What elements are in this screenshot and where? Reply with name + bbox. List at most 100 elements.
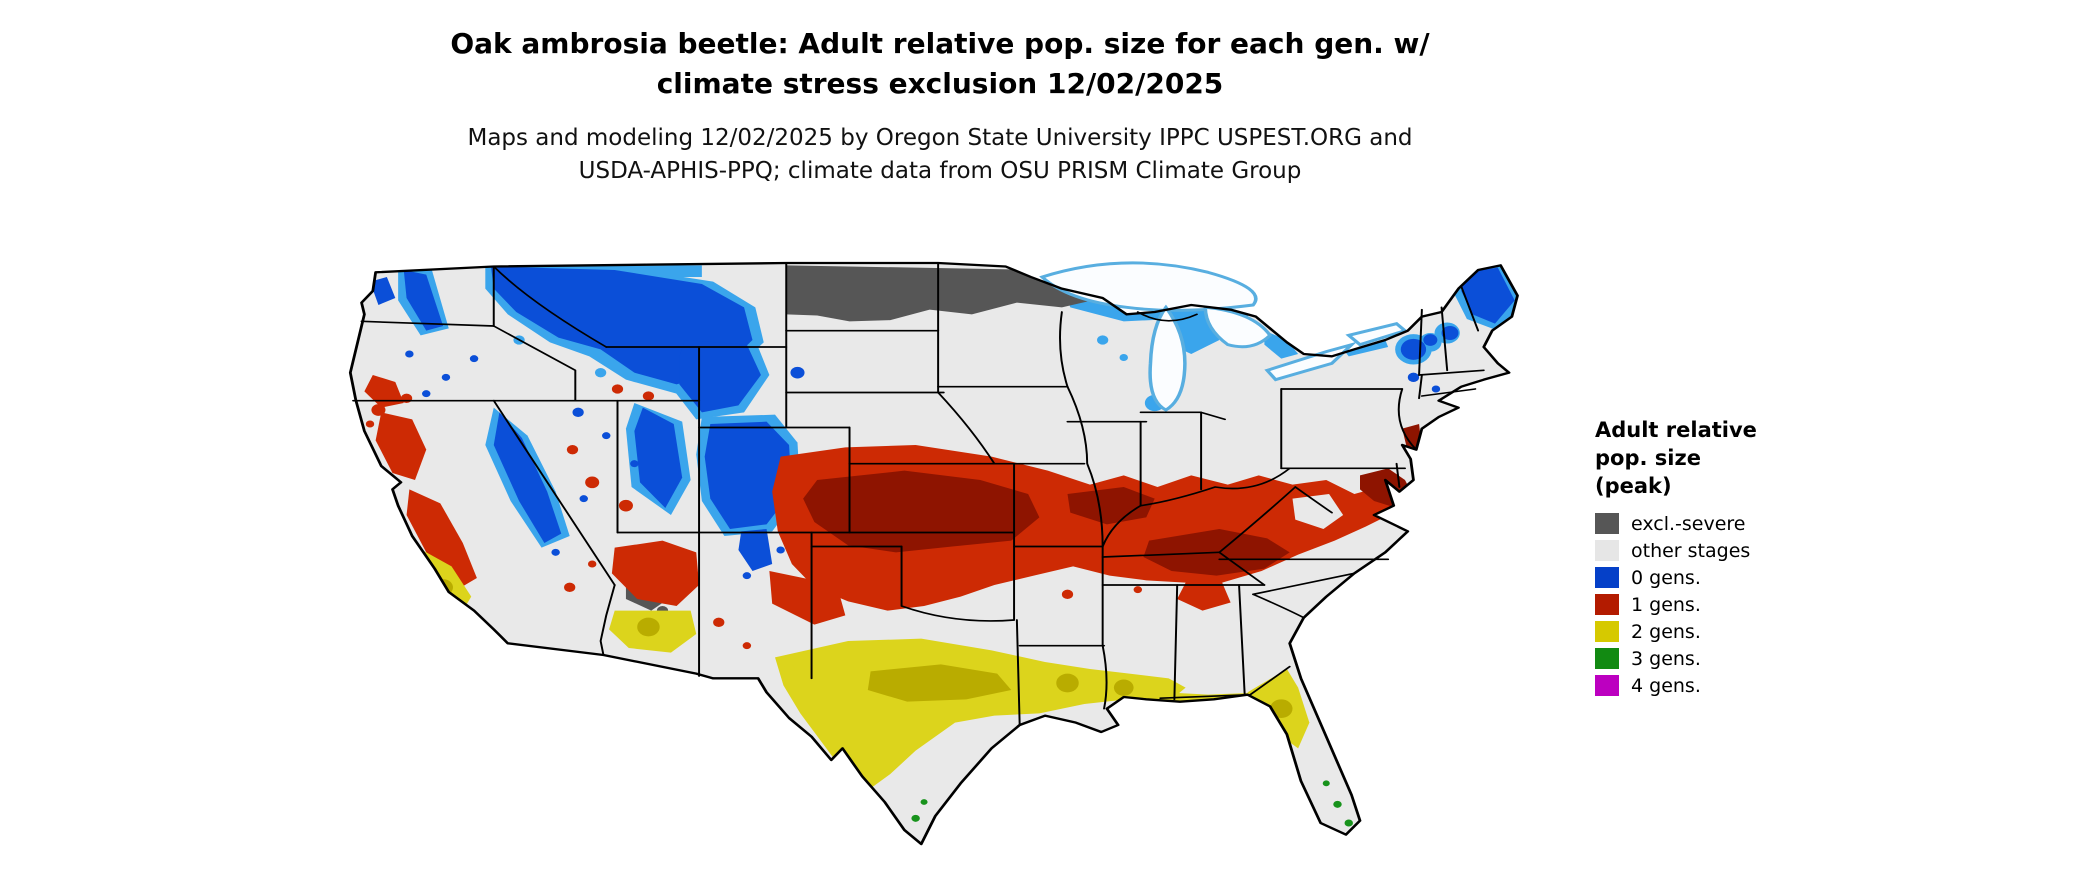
speck-green-florida [1322, 780, 1330, 787]
legend-label: 3 gens. [1631, 647, 1701, 670]
legend-swatch [1595, 540, 1619, 561]
border-ma-ct-ri [1420, 388, 1477, 397]
speck-blue [572, 407, 584, 417]
border-fl-north [1159, 665, 1291, 699]
legend-title-line-3: (peak) [1595, 474, 1672, 498]
region-excl-north-dakota-band [786, 265, 1103, 322]
subtitle-line-1: Maps and modeling 12/02/2025 by Oregon S… [467, 125, 1413, 151]
legend-title-line-2: pop. size [1595, 446, 1701, 470]
speck-red [611, 384, 624, 394]
legend-swatch [1595, 594, 1619, 615]
region-blue-adirondacks [1400, 338, 1427, 360]
speck-blue [441, 373, 451, 381]
legend-item: 2 gens. [1595, 618, 1895, 645]
region-red-norcal [364, 375, 404, 408]
legend-swatch [1595, 621, 1619, 642]
border-wv-va [1294, 486, 1333, 514]
border-tx-ok-red-river [900, 545, 1016, 622]
speck-yellow [1243, 716, 1252, 724]
speck-yellow [783, 664, 795, 674]
region-gap-west-virginia [1292, 494, 1344, 529]
speck-lightblue [699, 477, 711, 487]
speck-red [372, 482, 385, 492]
speck-red [587, 560, 597, 568]
speck-red [475, 623, 484, 631]
border-ma-north [1418, 369, 1485, 376]
border-nh-me [1460, 285, 1480, 332]
legend-label: 2 gens. [1631, 620, 1701, 643]
speck-olive [1113, 679, 1134, 696]
legend: Adult relative pop. size (peak) excl.-se… [1595, 416, 1895, 699]
border-al-ga [1238, 584, 1246, 696]
legend-title: Adult relative pop. size (peak) [1595, 416, 1895, 500]
border-ohio-river [1101, 467, 1291, 548]
border-ms-al [1173, 584, 1179, 701]
speck-green-florida [1344, 819, 1353, 827]
legend-label: 4 gens. [1631, 674, 1701, 697]
border-ct-ny [1418, 374, 1423, 400]
border-vt-nh [1440, 306, 1449, 372]
border-id-mt [492, 265, 608, 348]
legend-item: 4 gens. [1595, 672, 1895, 699]
speck-yellow [1185, 711, 1197, 721]
speck-red [371, 404, 386, 416]
speck-blue [1431, 385, 1441, 393]
border-ky-wv [1218, 486, 1297, 554]
speck-blue [630, 460, 639, 468]
region-blue-cascades [403, 270, 444, 331]
speck-green-florida [1333, 800, 1342, 808]
title-line-2: climate stress exclusion 12/02/2025 [656, 67, 1224, 100]
speck-red [618, 499, 633, 512]
region-olive-texas-core [867, 664, 1012, 702]
regions-deep-blue [370, 266, 1515, 580]
border-wa-or [360, 320, 495, 327]
speck-red [1061, 589, 1074, 599]
speck-green-florida [1260, 712, 1268, 719]
speck-blue [422, 390, 431, 398]
regions-gray-gaps [1292, 494, 1344, 529]
legend-item: 0 gens. [1595, 564, 1895, 591]
speck-magenta-florida [1351, 841, 1358, 844]
speck-lightblue [1119, 354, 1128, 361]
speck-red [1133, 586, 1143, 594]
legend-label: 1 gens. [1631, 593, 1701, 616]
region-lightblue-erie-shore [1343, 340, 1389, 357]
legend-swatch [1595, 675, 1619, 696]
speck-red [445, 606, 458, 616]
speck-green-south-texas [920, 799, 928, 805]
region-blue-white-mountains [1441, 326, 1459, 340]
region-blue-sangre-de-cristo [738, 529, 773, 571]
title-line-1: Oak ambrosia beetle: Adult relative pop.… [450, 27, 1430, 60]
border-ga-sc [1252, 593, 1305, 619]
speck-blue [742, 572, 752, 580]
speck-blue [776, 546, 785, 554]
speck-red [566, 445, 579, 455]
legend-items: excl.-severe other stages 0 gens. 1 gens… [1595, 510, 1895, 699]
border-ca-nv [492, 399, 616, 586]
state-borders [348, 261, 1519, 846]
region-blue-maine [1461, 267, 1515, 324]
region-red-california-coast-south [406, 489, 477, 590]
legend-swatch [1595, 648, 1619, 669]
speck-blue [579, 495, 588, 503]
great-lakes [1039, 261, 1409, 412]
border-tn-nc [1218, 551, 1266, 586]
region-blue-uinta-wasatch [634, 407, 683, 508]
speck-olive [1270, 699, 1293, 718]
legend-label: other stages [1631, 539, 1751, 562]
border-ca-az [599, 584, 616, 656]
border-wi-mi-up [1136, 311, 1198, 322]
legend-item: excl.-severe [1595, 510, 1895, 537]
regions-magenta [1342, 834, 1358, 844]
page-subtitle: Maps and modeling 12/02/2025 by Oregon S… [0, 122, 1880, 188]
speck-red [385, 448, 394, 456]
legend-swatch [1595, 567, 1619, 588]
border-mississippi-river [1066, 385, 1108, 710]
region-red-west-texas [769, 571, 846, 625]
speck-red [642, 391, 655, 401]
speck-olive [1056, 673, 1079, 693]
page-title: Oak ambrosia beetle: Adult relative pop.… [0, 24, 1880, 104]
legend-label: excl.-severe [1631, 512, 1746, 535]
region-blue-sierra-nevada [493, 412, 562, 543]
legend-item: 1 gens. [1595, 591, 1895, 618]
